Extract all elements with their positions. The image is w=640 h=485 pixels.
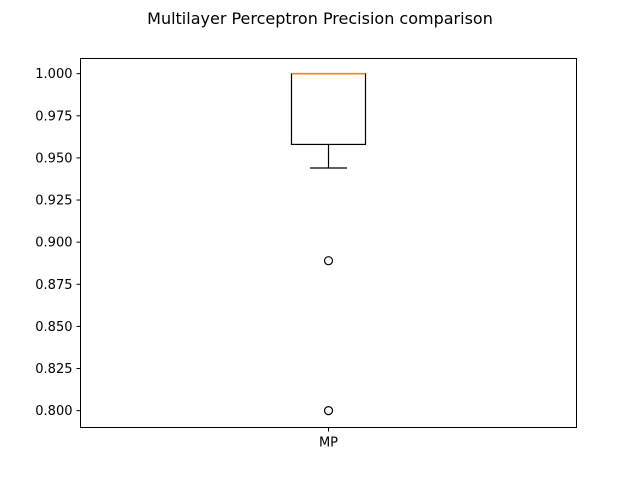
- y-tick-label: 0.850: [35, 320, 72, 335]
- y-tick-label: 0.800: [35, 404, 72, 419]
- y-tick-label: 0.875: [35, 278, 72, 293]
- box-plot-mp: [290, 72, 367, 416]
- x-tick-label: MP: [319, 436, 338, 451]
- y-tick-label: 0.975: [35, 109, 72, 124]
- y-tick-label: 0.825: [35, 362, 72, 377]
- plot-layer: 0.800 0.825 0.850 0.875 0.900 0.925 0.950 0.975…: [35, 67, 367, 451]
- outlier-point: [323, 406, 334, 416]
- chart-title: Multilayer Perceptron Precision comparis…: [147, 9, 493, 28]
- box-iqr: [290, 73, 367, 146]
- y-tick-label: 1.000: [35, 67, 72, 82]
- outlier-point: [323, 256, 334, 266]
- y-tick-label: 0.900: [35, 236, 72, 251]
- y-tick-label: 0.950: [35, 151, 72, 166]
- y-tick-label: 0.925: [35, 194, 72, 209]
- axes-frame: [80, 58, 577, 428]
